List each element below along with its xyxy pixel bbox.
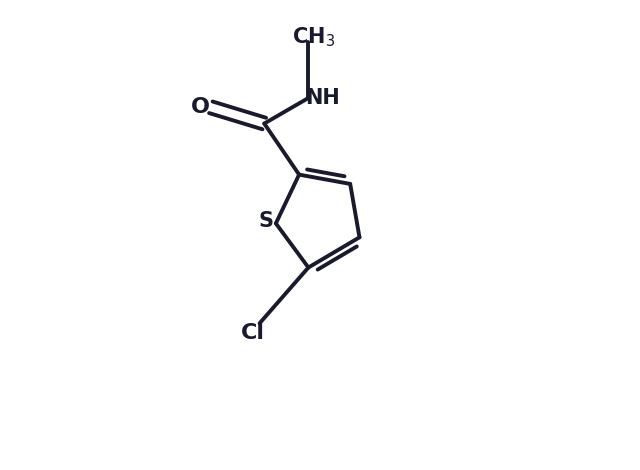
Text: CH$_3$: CH$_3$	[292, 26, 335, 49]
Text: NH: NH	[305, 88, 340, 108]
Text: Cl: Cl	[241, 323, 265, 344]
Text: O: O	[191, 97, 210, 118]
Text: S: S	[258, 211, 273, 231]
